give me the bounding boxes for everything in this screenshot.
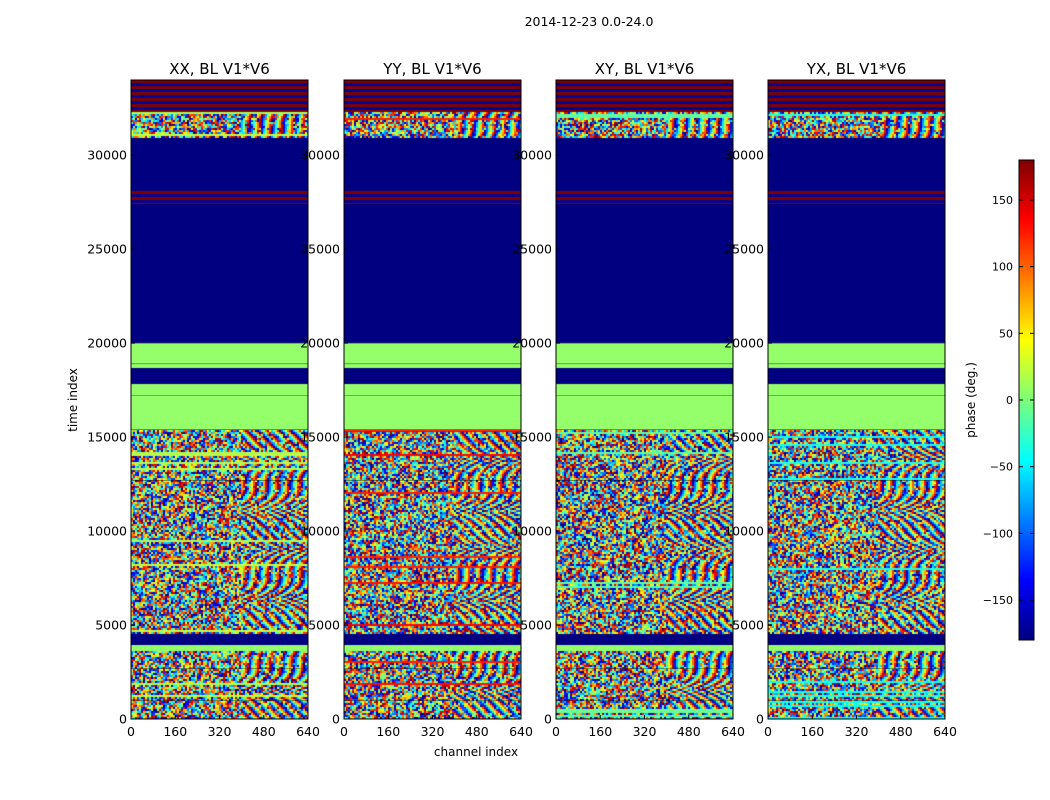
x-tick-label: 480 [465, 724, 489, 739]
x-tick-label: 640 [509, 724, 533, 739]
x-tick-label: 320 [208, 724, 232, 739]
x-tick-label: 640 [933, 724, 957, 739]
phase-heatmap-image [556, 80, 733, 719]
x-tick-label: 480 [677, 724, 701, 739]
y-tick-label: 25000 [300, 242, 340, 257]
x-tick-label: 0 [764, 724, 772, 739]
colorbar-tick-label: −150 [983, 594, 1013, 607]
y-tick-label: 30000 [87, 148, 127, 163]
y-tick-label: 20000 [87, 336, 127, 351]
y-tick-label: 20000 [300, 336, 340, 351]
panels-group: XX, BL V1*V6 0 160 320 480 640 0 5000 10000 15000… [87, 60, 957, 739]
y-tick-label: 0 [119, 712, 127, 727]
y-tick-label: 20000 [724, 336, 764, 351]
x-tick-label: 160 [588, 724, 612, 739]
y-tick-label: 5000 [520, 618, 552, 633]
y-tick-label: 10000 [512, 524, 552, 539]
y-axis-label: time index [66, 368, 80, 432]
x-tick-label: 0 [552, 724, 560, 739]
x-tick-label: 640 [721, 724, 745, 739]
y-tick-label: 10000 [87, 524, 127, 539]
y-tick-label: 5000 [732, 618, 764, 633]
x-tick-label: 480 [889, 724, 913, 739]
panel-xx: XX, BL V1*V6 0 160 320 480 640 0 5000 10000 15000… [87, 60, 320, 739]
y-tick-label: 0 [332, 712, 340, 727]
colorbar-tick-label: −100 [983, 527, 1013, 540]
panel-yx: YX, BL V1*V6 0 160 320 480 640 0 5000 10000 15000… [724, 60, 957, 739]
x-tick-label: 320 [845, 724, 869, 739]
x-tick-label: 320 [421, 724, 445, 739]
x-tick-label: 160 [800, 724, 824, 739]
phase-heatmap-image [131, 80, 308, 719]
phase-heatmap-image [768, 80, 945, 719]
panel-title: XY, BL V1*V6 [595, 60, 695, 78]
figure-suptitle: 2014-12-23 0.0-24.0 [525, 14, 654, 29]
y-tick-label: 5000 [308, 618, 340, 633]
phase-heatmap-image [344, 80, 521, 719]
colorbar-tick-label: 0 [1006, 394, 1013, 407]
y-tick-label: 5000 [95, 618, 127, 633]
y-tick-label: 15000 [724, 430, 764, 445]
x-tick-label: 160 [376, 724, 400, 739]
panel-title: YX, BL V1*V6 [806, 60, 907, 78]
x-tick-label: 320 [633, 724, 657, 739]
x-tick-label: 0 [340, 724, 348, 739]
y-tick-label: 25000 [512, 242, 552, 257]
colorbar: −150 −100 −50 0 50 100 150 phase (deg.) [964, 159, 1035, 641]
x-tick-label: 640 [296, 724, 320, 739]
x-axis-label: channel index [434, 745, 518, 759]
y-tick-label: 25000 [87, 242, 127, 257]
y-tick-label: 15000 [87, 430, 127, 445]
panel-title: XX, BL V1*V6 [169, 60, 270, 78]
y-tick-label: 0 [544, 712, 552, 727]
colorbar-tick-label: −50 [990, 461, 1013, 474]
y-tick-label: 15000 [512, 430, 552, 445]
colorbar-tick-label: 100 [992, 261, 1013, 274]
y-tick-label: 15000 [300, 430, 340, 445]
panel-xy: XY, BL V1*V6 0 160 320 480 640 0 5000 10000 15000… [512, 60, 745, 739]
x-tick-label: 480 [252, 724, 276, 739]
x-tick-label: 160 [163, 724, 187, 739]
panel-title: YY, BL V1*V6 [382, 60, 481, 78]
y-tick-label: 0 [756, 712, 764, 727]
y-tick-label: 10000 [300, 524, 340, 539]
y-tick-label: 30000 [724, 148, 764, 163]
y-tick-label: 10000 [724, 524, 764, 539]
panel-yy: YY, BL V1*V6 0 160 320 480 640 0 5000 10000 15000… [300, 60, 533, 739]
y-tick-label: 30000 [512, 148, 552, 163]
colorbar-ticks: −150 −100 −50 0 50 100 150 [983, 194, 1034, 607]
colorbar-label: phase (deg.) [964, 362, 978, 438]
colorbar-tick-label: 150 [992, 194, 1013, 207]
x-tick-label: 0 [127, 724, 135, 739]
colorbar-tick-label: 50 [999, 327, 1013, 340]
y-tick-label: 25000 [724, 242, 764, 257]
y-tick-label: 20000 [512, 336, 552, 351]
y-tick-label: 30000 [300, 148, 340, 163]
